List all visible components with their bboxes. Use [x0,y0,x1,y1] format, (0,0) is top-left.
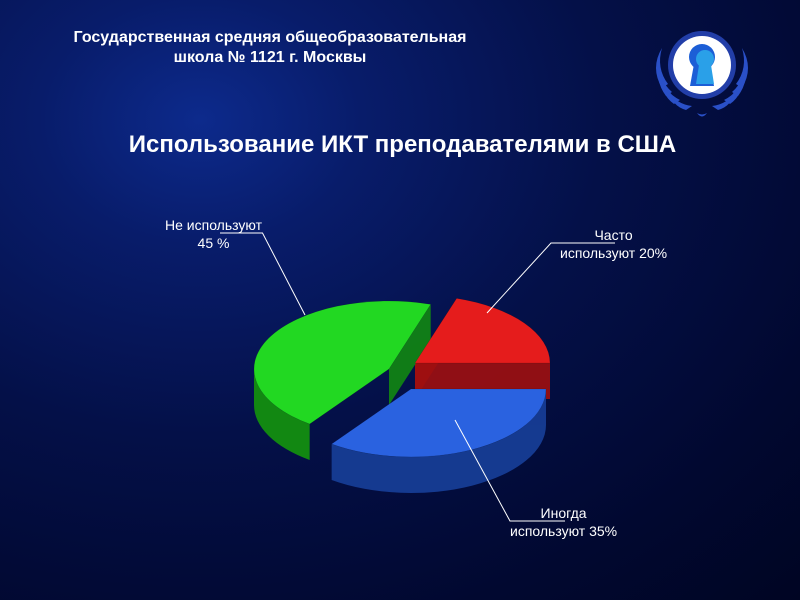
header: Государственная средняя общеобразователь… [0,28,540,68]
pie-slice-often [415,298,550,363]
school-name-line2: школа № 1121 г. Москвы [0,48,540,68]
school-logo-icon [642,10,762,130]
school-name-line1: Государственная средняя общеобразователь… [0,28,540,48]
pie-label-never: Не используют 45 % [165,217,262,252]
slide-title: Использование ИКТ преподавателями в США [95,130,710,160]
pie-label-sometimes: Иногда используют 35% [510,505,617,540]
slide: Государственная средняя общеобразователь… [0,0,800,600]
logo-keyhole-icon [689,44,715,86]
pie-label-often: Часто используют 20% [560,227,667,262]
